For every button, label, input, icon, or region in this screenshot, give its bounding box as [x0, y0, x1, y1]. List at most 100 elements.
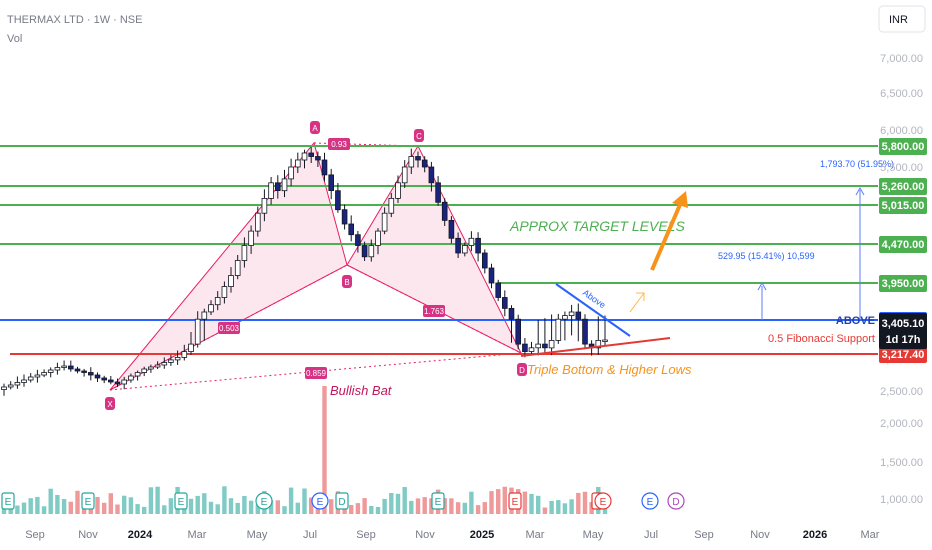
price-axis[interactable]: 7,000.006,500.006,000.005,500.003,000.00…	[879, 53, 927, 506]
time-tick: 2024	[128, 529, 153, 541]
bat-triangle-xab	[109, 141, 348, 391]
volume-bar	[482, 502, 487, 514]
candle-body	[288, 166, 294, 180]
candle-body	[421, 159, 428, 168]
event-marker	[1, 492, 15, 510]
candle-body	[341, 209, 348, 225]
level-tag-label: 3,950.00	[882, 278, 925, 290]
candle-body	[254, 212, 261, 232]
candle-body	[308, 152, 314, 157]
target-levels-label: APPROX TARGET LEVELS	[509, 218, 685, 234]
volume-bar	[228, 498, 234, 514]
volume-bar	[68, 501, 73, 514]
pattern-ratio-label: 1.763	[424, 307, 445, 316]
candle-body	[134, 372, 141, 377]
event-label: E	[435, 497, 442, 508]
measure-big-label: 1,793.70 (51.95%)	[820, 159, 894, 169]
volume-label: Vol	[7, 33, 22, 45]
candle-body	[68, 365, 74, 370]
candle-body	[101, 377, 108, 381]
candle-body	[281, 178, 288, 192]
time-axis[interactable]: Sep Nov 2024 Mar May Jul Sep Nov 2025 Mar May Jul Se…	[25, 529, 880, 541]
candle-body	[81, 370, 87, 373]
volume-bar	[102, 502, 107, 514]
candle-body	[261, 197, 268, 214]
candle-body	[201, 311, 208, 320]
candle-body	[448, 219, 455, 239]
candle-body	[528, 347, 535, 352]
candle-body	[595, 339, 602, 349]
volume-bar	[155, 486, 160, 514]
target-arrow	[650, 199, 684, 271]
volume-bar	[375, 507, 381, 514]
volume-bar	[569, 499, 574, 514]
price-tick: 1,500.00	[880, 457, 923, 469]
currency-button[interactable]: INR	[878, 5, 926, 33]
candle-body	[241, 245, 248, 261]
candle-body	[41, 372, 47, 376]
volume-bar	[222, 486, 227, 514]
volume-bar	[95, 497, 100, 514]
volume-bar	[522, 491, 528, 514]
candle-body	[481, 252, 488, 269]
candle-body	[548, 339, 555, 349]
candle-body	[522, 343, 528, 353]
event-marker	[335, 492, 349, 510]
time-tick: Nov	[415, 529, 435, 541]
time-tick: Nov	[750, 529, 770, 541]
candle-body	[468, 237, 475, 246]
volume-bar	[142, 506, 147, 514]
candle-body	[428, 166, 435, 184]
volume-bar	[88, 506, 93, 514]
candle-body	[141, 368, 148, 373]
volume-bar	[349, 505, 354, 514]
level-tag	[879, 236, 927, 253]
event-marker	[311, 492, 329, 510]
time-tick: Jul	[644, 529, 658, 541]
pattern-ratio-marker	[218, 322, 240, 334]
candle-body	[301, 152, 308, 161]
candle-body	[208, 304, 214, 313]
volume-bar	[255, 504, 260, 514]
candle-body	[108, 379, 114, 383]
volume-bar	[576, 492, 581, 514]
candle-body	[555, 318, 562, 341]
candle-body	[161, 362, 168, 366]
event-marker	[594, 492, 612, 510]
volume-bar	[135, 504, 140, 514]
above-diagonal-label: Above	[581, 287, 608, 310]
event-markers: EEEEEDEEEEED	[1, 492, 685, 510]
volume-bar	[122, 495, 127, 514]
higher-lows-line	[520, 337, 671, 357]
candle-body	[501, 297, 508, 309]
candle-body	[74, 368, 81, 372]
event-label: E	[5, 497, 12, 508]
above-line-label: ABOVE	[836, 315, 875, 327]
candle-body	[274, 182, 281, 192]
volume-bar	[329, 499, 334, 514]
price-tick: 6,000.00	[880, 125, 923, 137]
pattern-ratio-marker	[423, 305, 445, 317]
volume-bar	[409, 500, 414, 514]
candle-body	[361, 245, 368, 258]
time-tick: Mar	[861, 529, 880, 541]
level-tag	[879, 197, 927, 214]
candle-body	[27, 376, 34, 381]
candle-body	[562, 315, 568, 320]
time-tick: 2026	[803, 529, 827, 541]
bat-pattern	[109, 141, 523, 391]
candle-body	[375, 230, 381, 246]
candle-body	[542, 343, 548, 349]
triple-bottom-label: Triple Bottom & Higher Lows	[527, 362, 692, 377]
candle-body	[268, 182, 274, 199]
candle-body	[94, 374, 101, 379]
volume-bar	[602, 507, 608, 514]
pattern-point-label: B	[344, 278, 349, 287]
time-tick: Sep	[25, 529, 45, 541]
price-tick: 7,000.00	[880, 53, 923, 65]
candle-body	[128, 375, 134, 381]
candle-body	[328, 174, 334, 191]
volume-bar	[309, 497, 314, 514]
level-tag-label: 5,015.00	[882, 200, 925, 212]
pattern-point-marker	[517, 363, 527, 376]
